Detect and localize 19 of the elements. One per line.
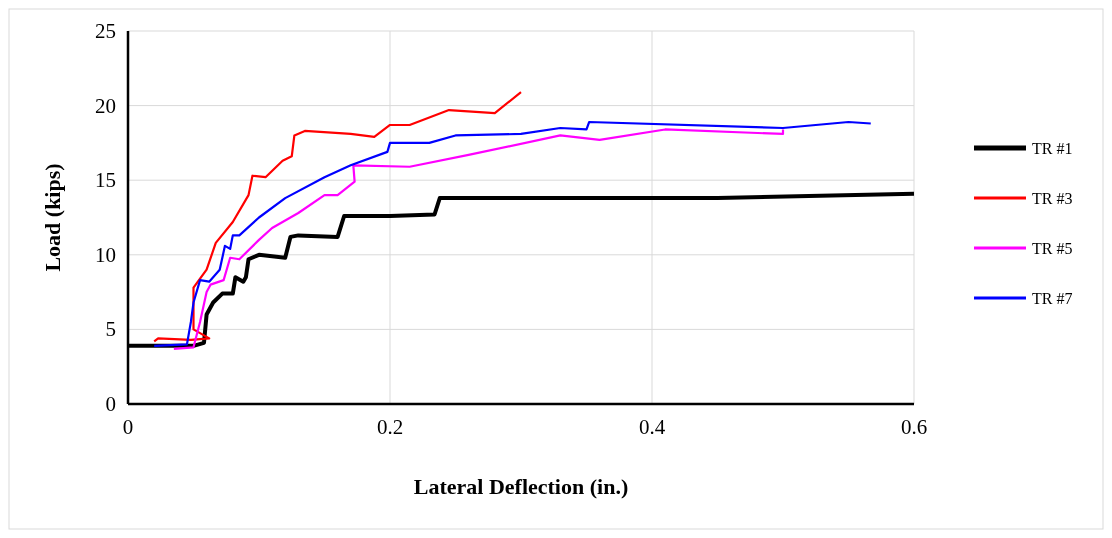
x-tick-label: 0 — [122, 415, 134, 439]
legend-label: TR #5 — [1032, 240, 1073, 257]
line-series — [172, 128, 785, 350]
line-series — [153, 91, 523, 343]
x-tick-label: 0.6 — [900, 415, 928, 439]
y-axis-title: Load (kips) — [40, 163, 65, 272]
legend-label: TR #7 — [1032, 290, 1073, 307]
x-axis-title: Lateral Deflection (in.) — [413, 474, 629, 499]
legend-label: TR #3 — [1032, 190, 1073, 207]
y-tick-label: 25 — [95, 19, 116, 43]
x-tick-label: 0.4 — [638, 415, 666, 439]
y-tick-label: 5 — [105, 317, 116, 342]
y-tick-label: 20 — [95, 93, 116, 118]
line-series — [153, 120, 872, 347]
x-tick-label: 0.2 — [376, 415, 404, 439]
legend-label: TR #1 — [1032, 140, 1073, 157]
y-tick-label: 0 — [105, 392, 116, 416]
y-tick-label: 15 — [95, 168, 116, 193]
y-tick-label: 10 — [95, 242, 116, 267]
